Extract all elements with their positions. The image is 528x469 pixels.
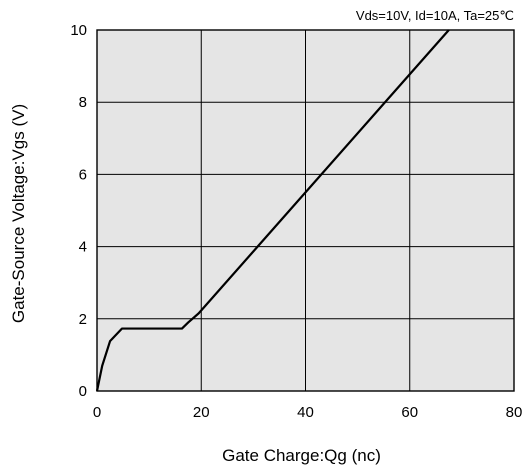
- x-tick-label: 20: [193, 404, 210, 421]
- y-axis-title: Gate-Source Voltage:Vgs (V): [9, 104, 28, 323]
- grid-lines: [97, 30, 514, 391]
- vgs-vs-qg-line: [95, 29, 450, 392]
- y-tick-label: 4: [79, 239, 87, 256]
- x-axis-ticks: 0 20 40 60 80: [93, 404, 523, 421]
- y-tick-label: 10: [70, 22, 87, 39]
- x-tick-label: 40: [297, 404, 314, 421]
- x-axis-title: Gate Charge:Qg (nc): [222, 446, 381, 465]
- test-conditions-label: Vds=10V, Id=10A, Ta=25℃: [356, 8, 514, 23]
- y-tick-label: 2: [79, 311, 87, 328]
- y-tick-label: 8: [79, 94, 87, 111]
- y-tick-label: 6: [79, 166, 87, 183]
- y-tick-label: 0: [79, 383, 87, 400]
- y-axis-ticks: 0 2 4 6 8 10: [70, 22, 87, 400]
- x-tick-label: 60: [401, 404, 418, 421]
- x-tick-label: 80: [506, 404, 523, 421]
- x-tick-label: 0: [93, 404, 101, 421]
- plot-frame: [96, 29, 515, 392]
